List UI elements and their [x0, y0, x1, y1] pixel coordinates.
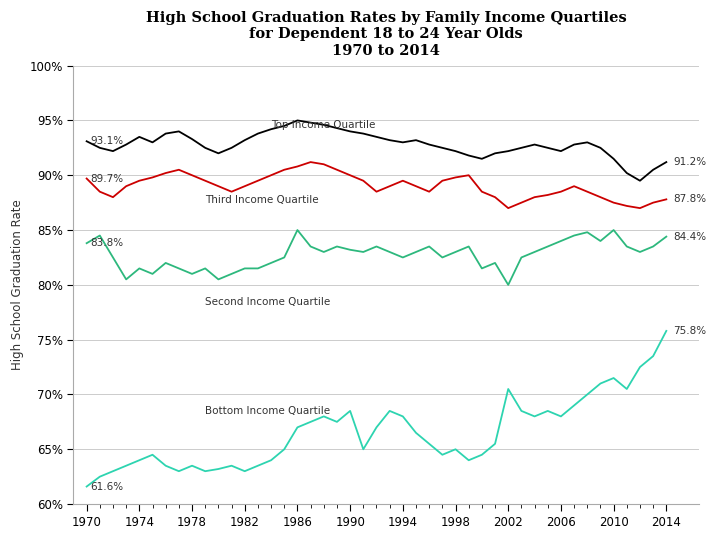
Text: Bottom Income Quartile: Bottom Income Quartile — [205, 406, 330, 416]
Text: 93.1%: 93.1% — [91, 136, 124, 146]
Text: 75.8%: 75.8% — [673, 326, 706, 336]
Text: 61.6%: 61.6% — [91, 482, 124, 491]
Text: Second Income Quartile: Second Income Quartile — [205, 296, 330, 307]
Text: 89.7%: 89.7% — [91, 173, 124, 184]
Title: High School Graduation Rates by Family Income Quartiles
for Dependent 18 to 24 Y: High School Graduation Rates by Family I… — [146, 11, 626, 58]
Text: 91.2%: 91.2% — [673, 157, 706, 167]
Text: 87.8%: 87.8% — [673, 194, 706, 204]
Text: 84.4%: 84.4% — [673, 232, 706, 241]
Y-axis label: High School Graduation Rate: High School Graduation Rate — [11, 199, 24, 370]
Text: Top Income Quartile: Top Income Quartile — [271, 120, 375, 130]
Text: Third Income Quartile: Third Income Quartile — [205, 194, 319, 205]
Text: 83.8%: 83.8% — [91, 238, 124, 248]
